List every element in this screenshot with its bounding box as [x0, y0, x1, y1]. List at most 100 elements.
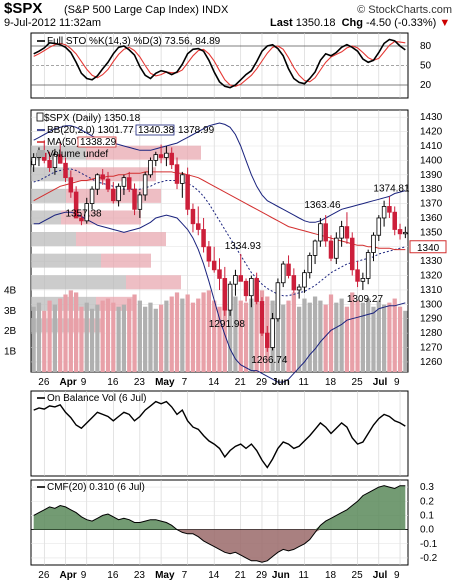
- volume-bar: [243, 302, 249, 372]
- candle-body: [371, 234, 376, 253]
- volume-tick-label: 1B: [4, 347, 17, 358]
- x-axis-label-bottom: 18: [325, 570, 337, 581]
- volume-bar: [297, 306, 302, 372]
- x-axis-label-top: 25: [352, 377, 364, 388]
- candle-body: [148, 159, 153, 176]
- price-tick-label: 1410: [420, 141, 443, 152]
- obv-line: [33, 400, 406, 469]
- volume-bar: [212, 300, 217, 372]
- cmf-tick-label: 0.0: [420, 525, 434, 536]
- volume-bar: [63, 294, 68, 372]
- candle-body: [328, 240, 334, 259]
- volume-bar: [254, 294, 259, 372]
- x-axis-label-top: 9: [81, 377, 87, 388]
- vbp-up-bar: [31, 188, 66, 203]
- candle-body: [217, 269, 222, 279]
- brand-logo: © StockCharts.com: [357, 4, 452, 16]
- price-tick-label: 1380: [420, 184, 443, 195]
- candle-body: [259, 301, 265, 334]
- volume-bar: [291, 292, 296, 372]
- vbp-up-bar: [31, 232, 76, 247]
- volume-bar: [52, 304, 58, 372]
- volume-bar: [79, 306, 84, 372]
- cmf-line: [33, 485, 406, 563]
- x-axis-label-top: 9: [394, 377, 400, 388]
- sto-tick-label: 50: [420, 61, 432, 72]
- x-axis-label-top: 16: [107, 377, 119, 388]
- cmf-tick-label: 0.1: [420, 510, 434, 521]
- price-tick-label: 1420: [420, 127, 443, 138]
- price-annotation: 1334.93: [225, 241, 262, 252]
- company-name: (S&P 500 Large Cap Index) INDX: [64, 4, 228, 16]
- volume-tick-label: 2B: [4, 326, 17, 337]
- candle-body: [100, 174, 105, 180]
- volume-bar: [116, 306, 121, 372]
- candle-body: [190, 208, 196, 225]
- price-tick-label: 1320: [420, 271, 443, 282]
- volume-bar: [111, 302, 116, 372]
- candle-body: [355, 269, 360, 282]
- x-axis-label-top: Jun: [272, 377, 290, 388]
- volume-legend: Volume undef: [47, 149, 108, 160]
- volume-bar: [137, 300, 142, 372]
- price-tick-label: 1390: [420, 170, 443, 181]
- candle-body: [137, 194, 143, 210]
- candle-body: [47, 159, 52, 168]
- quote-summary: Last 1350.18 Chg -4.50 (-0.33%) ▼: [270, 17, 450, 29]
- price-annotation: 1309.27: [347, 294, 384, 305]
- candle-body: [116, 185, 121, 202]
- volume-tick-label: 3B: [4, 306, 17, 317]
- x-axis-label-bottom: 25: [352, 570, 364, 581]
- x-axis-label-bottom: 9: [394, 570, 400, 581]
- volume-bar: [36, 302, 42, 372]
- candle-body: [73, 191, 79, 219]
- price-tick-label: 1370: [420, 199, 443, 210]
- candle-body: [153, 154, 159, 161]
- obv-legend: On Balance Vol (6 Jul): [47, 393, 147, 404]
- vbp-up-bar: [31, 253, 101, 268]
- last-value: 1350.18: [295, 17, 336, 29]
- volume-bar: [302, 298, 307, 372]
- price-tick-label: 1300: [420, 299, 443, 310]
- candle-body: [270, 318, 275, 348]
- obv-panel: [30, 390, 409, 477]
- candle-body: [392, 211, 397, 230]
- volume-bar: [281, 304, 286, 372]
- volume-bar: [217, 306, 222, 372]
- candle-body: [339, 226, 344, 239]
- volume-bar: [323, 304, 328, 372]
- price-annotation: 1374.81: [373, 184, 410, 195]
- volume-bar: [249, 298, 254, 372]
- candle-body: [360, 278, 366, 282]
- candle-body: [233, 275, 238, 285]
- candle-body: [180, 174, 185, 184]
- candle-body: [174, 164, 180, 184]
- x-axis-label-bottom: 11: [298, 570, 309, 581]
- volume-bar: [58, 298, 63, 372]
- x-axis-label-bottom: 29: [256, 570, 268, 581]
- candle-body: [280, 263, 286, 284]
- price-annotation: 1363.46: [304, 200, 341, 211]
- x-axis-label-bottom: Jul: [373, 570, 388, 581]
- vbp-up-bar: [31, 275, 126, 290]
- candle-body: [403, 231, 408, 235]
- volume-bar: [286, 300, 291, 372]
- candle-body: [95, 174, 100, 190]
- volume-bar: [371, 306, 376, 372]
- x-axis-label-top: 7: [182, 377, 188, 388]
- vbp-down-bar: [101, 253, 151, 268]
- volume-bar: [227, 292, 233, 372]
- exchange-code: INDX: [202, 4, 229, 16]
- volume-bar: [376, 300, 381, 372]
- x-axis-label-bottom: 9: [81, 570, 87, 581]
- ma-legend-value: 1338.29: [80, 137, 117, 148]
- x-axis-label-bottom: 21: [235, 570, 247, 581]
- index-name: (S&P 500 Large Cap Index): [64, 4, 199, 16]
- candle-body: [254, 278, 259, 302]
- candle-body: [206, 246, 212, 262]
- candle-body: [158, 154, 164, 158]
- volume-bar: [132, 294, 137, 372]
- x-axis-label-bottom: Apr: [60, 570, 77, 581]
- bb-legend: BB(20,2.0) 1301.77: [47, 125, 134, 136]
- candle-body: [365, 252, 371, 279]
